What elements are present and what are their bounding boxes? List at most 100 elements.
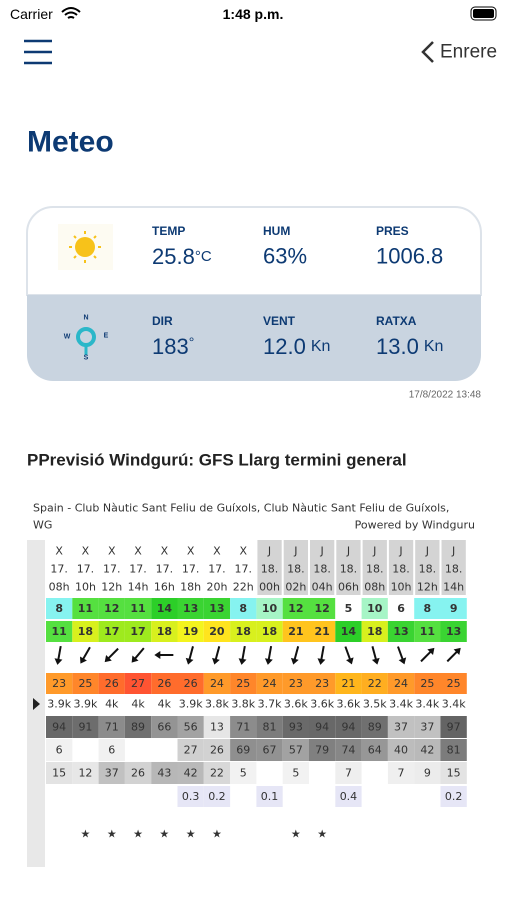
back-button[interactable]: Enrere (421, 41, 497, 63)
temperature-cell (124, 673, 152, 694)
wind-arrow (317, 645, 326, 665)
temp-label: TEMP (152, 224, 185, 238)
temperature: 23 (52, 677, 66, 690)
cloud-low-cell (151, 762, 178, 784)
cloud-high-cell (414, 716, 441, 738)
cloud-high-cell (230, 716, 257, 738)
wind-arrow (446, 647, 461, 663)
cloud-mid: 42 (420, 744, 434, 757)
wind-gust: 14 (341, 625, 357, 638)
wind-speed: 12 (104, 602, 119, 615)
cloud-low: 9 (424, 767, 431, 780)
cloud-low: 12 (78, 767, 92, 780)
cloud-high: 94 (341, 721, 355, 734)
cloud-base: 3.5k (363, 698, 387, 711)
cloud-high: 89 (131, 721, 145, 734)
precipitation-cell (256, 786, 283, 807)
menu-button[interactable] (24, 39, 52, 65)
wind-speed: 12 (314, 602, 329, 615)
arrow-shaft (446, 650, 458, 663)
cloud-mid-cell (361, 739, 388, 761)
arrow-shaft (188, 646, 194, 661)
wind-arrow (79, 646, 91, 664)
wind-gust-cell (309, 621, 336, 642)
wind-gust-cell (256, 621, 283, 642)
dir-value: 183° (152, 334, 194, 359)
wind-gust-cell (177, 621, 204, 642)
date: 17. (129, 563, 147, 576)
temp-unit: °C (195, 248, 212, 265)
wind-arrow (212, 646, 221, 665)
cloud-mid: 74 (341, 744, 355, 757)
arrow-shaft (57, 645, 62, 661)
cloud-base: 4k (131, 698, 145, 711)
temperature-cell (230, 673, 257, 694)
precipitation-cell (203, 786, 231, 807)
back-label: Enrere (440, 42, 497, 63)
arrow-shaft (241, 645, 246, 661)
cloud-low-cell (387, 762, 415, 784)
wind-speed: 9 (450, 602, 458, 615)
wind-gust: 11 (420, 625, 435, 638)
compass: N W E S (64, 315, 109, 362)
cloud-high: 71 (236, 721, 250, 734)
battery (470, 6, 497, 21)
cloud-high: 37 (394, 721, 408, 734)
wind-speed-cell (414, 598, 441, 619)
cloud-high-cell (309, 716, 336, 738)
temperature: 22 (368, 677, 382, 690)
arrow-head (317, 658, 326, 665)
wind-speed-cell (387, 598, 415, 619)
cloud-base: 3.9k (179, 698, 203, 711)
wind-speed-cell (46, 598, 73, 619)
cloud-low: 7 (398, 767, 405, 780)
arrow-head (154, 651, 161, 659)
day: J (320, 545, 324, 558)
arrow-head (264, 658, 273, 665)
cloud-base: 3.9k (74, 698, 98, 711)
cloud-low-cell (230, 762, 257, 784)
date: 17. (77, 563, 95, 576)
hour: 06h (338, 581, 359, 594)
wind-gust-cell (124, 621, 152, 642)
date: 17. (50, 563, 68, 576)
temperature-cell (387, 673, 415, 694)
star: ★ (81, 828, 91, 841)
wind-speed: 13 (183, 602, 198, 615)
arrow-head (398, 657, 407, 665)
arrow-head (453, 647, 461, 655)
pres-label: PRES (376, 224, 409, 238)
cloud-base: 3.4k (442, 698, 466, 711)
wind-gust-cell (230, 621, 257, 642)
arrow-head (290, 657, 299, 665)
precipitation-cell (335, 786, 362, 807)
wind-gust: 18 (236, 625, 251, 638)
hour: 04h (312, 581, 333, 594)
temperature-cell (414, 673, 441, 694)
wind-gust: 17 (130, 625, 145, 638)
hour: 18h (180, 581, 201, 594)
wind-gust: 21 (288, 625, 303, 638)
wind-arrow (104, 647, 119, 663)
cloud-mid: 67 (263, 744, 277, 757)
cloud-mid-cell (230, 739, 257, 761)
date: 18. (392, 563, 410, 576)
cloud-high: 81 (263, 721, 277, 734)
day: J (267, 545, 271, 558)
cloud-base: 3.6k (310, 698, 334, 711)
cloud-base: 3.7k (258, 698, 282, 711)
cloud-high-cell (282, 716, 309, 738)
cloud-low-cell (72, 762, 99, 784)
arrow-head (427, 647, 435, 655)
cloud-high-cell (203, 716, 231, 738)
ratxa-label: RATXA (376, 314, 417, 328)
day: J (425, 545, 429, 558)
row-marker (33, 698, 40, 710)
header-shade (388, 540, 414, 595)
arrow-shaft (82, 646, 91, 660)
compass-e: E (104, 333, 109, 340)
date: 18. (261, 563, 279, 576)
arrow-head (79, 656, 87, 664)
cloud-mid: 81 (447, 744, 461, 757)
wind-gust-cell (387, 621, 415, 642)
